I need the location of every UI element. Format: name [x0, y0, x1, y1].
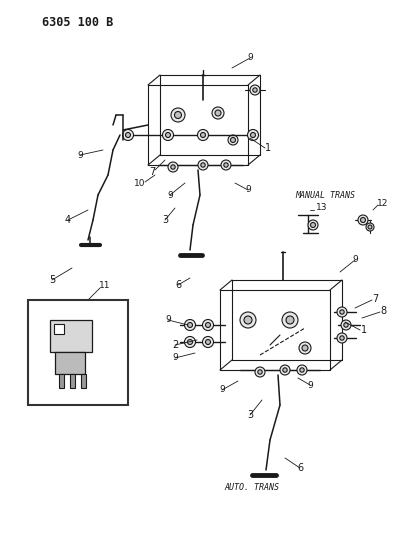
Circle shape — [184, 336, 195, 348]
Text: 8: 8 — [380, 306, 386, 316]
Circle shape — [175, 111, 182, 118]
Circle shape — [215, 110, 221, 116]
Circle shape — [188, 340, 193, 344]
Circle shape — [166, 133, 171, 138]
Circle shape — [297, 365, 307, 375]
Bar — [70, 374, 75, 388]
Bar — [28, 300, 128, 405]
Text: 11: 11 — [99, 280, 111, 289]
Text: 3: 3 — [247, 410, 253, 420]
Text: 5: 5 — [49, 275, 55, 285]
Circle shape — [206, 322, 211, 327]
Circle shape — [224, 163, 228, 167]
Circle shape — [361, 217, 366, 222]
Text: 6: 6 — [297, 463, 303, 473]
Circle shape — [366, 223, 374, 231]
Circle shape — [310, 222, 315, 228]
Circle shape — [299, 342, 311, 354]
Circle shape — [126, 133, 131, 138]
Circle shape — [258, 370, 262, 374]
Text: 1: 1 — [265, 143, 271, 153]
Circle shape — [171, 108, 185, 122]
Circle shape — [250, 85, 260, 95]
Circle shape — [171, 165, 175, 169]
Bar — [54, 324, 64, 334]
Bar — [81, 374, 86, 388]
Text: 3: 3 — [162, 215, 168, 225]
Circle shape — [197, 130, 208, 141]
Circle shape — [188, 322, 193, 327]
Text: 9: 9 — [219, 385, 225, 394]
Text: 12: 12 — [377, 198, 389, 207]
Text: 13: 13 — [316, 204, 328, 213]
Circle shape — [202, 319, 213, 330]
Circle shape — [253, 88, 257, 92]
Circle shape — [228, 135, 238, 145]
Circle shape — [251, 133, 255, 138]
Circle shape — [283, 368, 287, 372]
Text: MANUAL TRANS: MANUAL TRANS — [295, 190, 355, 199]
Text: 4: 4 — [65, 215, 71, 225]
Text: 6305 100 B: 6305 100 B — [42, 15, 113, 28]
Text: 9: 9 — [172, 353, 178, 362]
Bar — [55, 352, 85, 374]
Circle shape — [206, 340, 211, 344]
Circle shape — [240, 312, 256, 328]
Circle shape — [340, 310, 344, 314]
Text: AUTO. TRANS: AUTO. TRANS — [224, 483, 279, 492]
Text: 9: 9 — [245, 185, 251, 195]
Circle shape — [341, 320, 351, 330]
Text: 9: 9 — [167, 190, 173, 199]
Text: 9: 9 — [77, 150, 83, 159]
Circle shape — [282, 312, 298, 328]
Circle shape — [340, 336, 344, 340]
Circle shape — [368, 225, 372, 229]
Circle shape — [300, 368, 304, 372]
Text: 9: 9 — [307, 381, 313, 390]
Circle shape — [248, 130, 259, 141]
Circle shape — [358, 215, 368, 225]
Circle shape — [308, 220, 318, 230]
Circle shape — [200, 133, 206, 138]
Text: 10: 10 — [134, 180, 146, 189]
Text: 9: 9 — [247, 53, 253, 62]
Circle shape — [202, 336, 213, 348]
Bar — [50, 320, 92, 352]
Circle shape — [162, 130, 173, 141]
Text: 7: 7 — [372, 294, 378, 304]
Circle shape — [122, 130, 133, 141]
Bar — [59, 374, 64, 388]
Text: 2: 2 — [172, 340, 178, 350]
Circle shape — [212, 107, 224, 119]
Text: 7: 7 — [149, 167, 155, 177]
Circle shape — [184, 319, 195, 330]
Circle shape — [198, 160, 208, 170]
Circle shape — [221, 160, 231, 170]
Circle shape — [302, 345, 308, 351]
Circle shape — [255, 367, 265, 377]
Circle shape — [344, 323, 348, 327]
Circle shape — [337, 307, 347, 317]
Text: 9: 9 — [352, 255, 358, 264]
Text: 6: 6 — [175, 280, 181, 290]
Circle shape — [280, 365, 290, 375]
Circle shape — [244, 316, 252, 324]
Circle shape — [286, 316, 294, 324]
Circle shape — [168, 162, 178, 172]
Circle shape — [231, 138, 235, 142]
Text: 1: 1 — [361, 325, 367, 335]
Text: 9: 9 — [165, 316, 171, 325]
Circle shape — [337, 333, 347, 343]
Circle shape — [201, 163, 205, 167]
